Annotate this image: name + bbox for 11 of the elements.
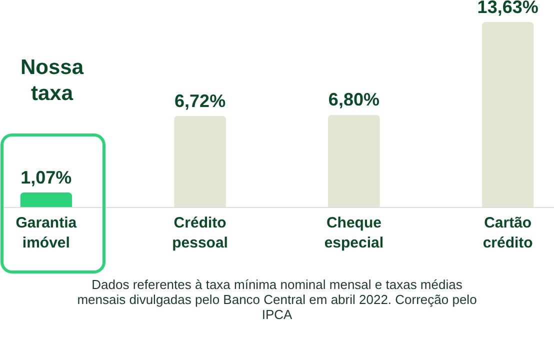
x-tick-label: Cartão crédito <box>482 214 533 252</box>
x-tick-label: Crédito pessoal <box>172 214 228 252</box>
data-label: 6,80% <box>328 90 380 110</box>
text: Dados referentes à taxa mínima nominal mensal e taxas médias mensais divulgadas pelo Banco Central em abril 2022. Correção pelo IPCA <box>77 277 477 322</box>
annotation: Nossa taxa <box>20 56 84 105</box>
x-tick-label: Garantia imóvel <box>16 214 78 252</box>
data-label: 6,72% <box>174 90 226 111</box>
data-label: 13,63% <box>477 0 538 17</box>
data-label: 1,07% <box>20 167 72 188</box>
x-tick-label: Cheque especial <box>324 214 384 252</box>
bar <box>20 192 72 207</box>
